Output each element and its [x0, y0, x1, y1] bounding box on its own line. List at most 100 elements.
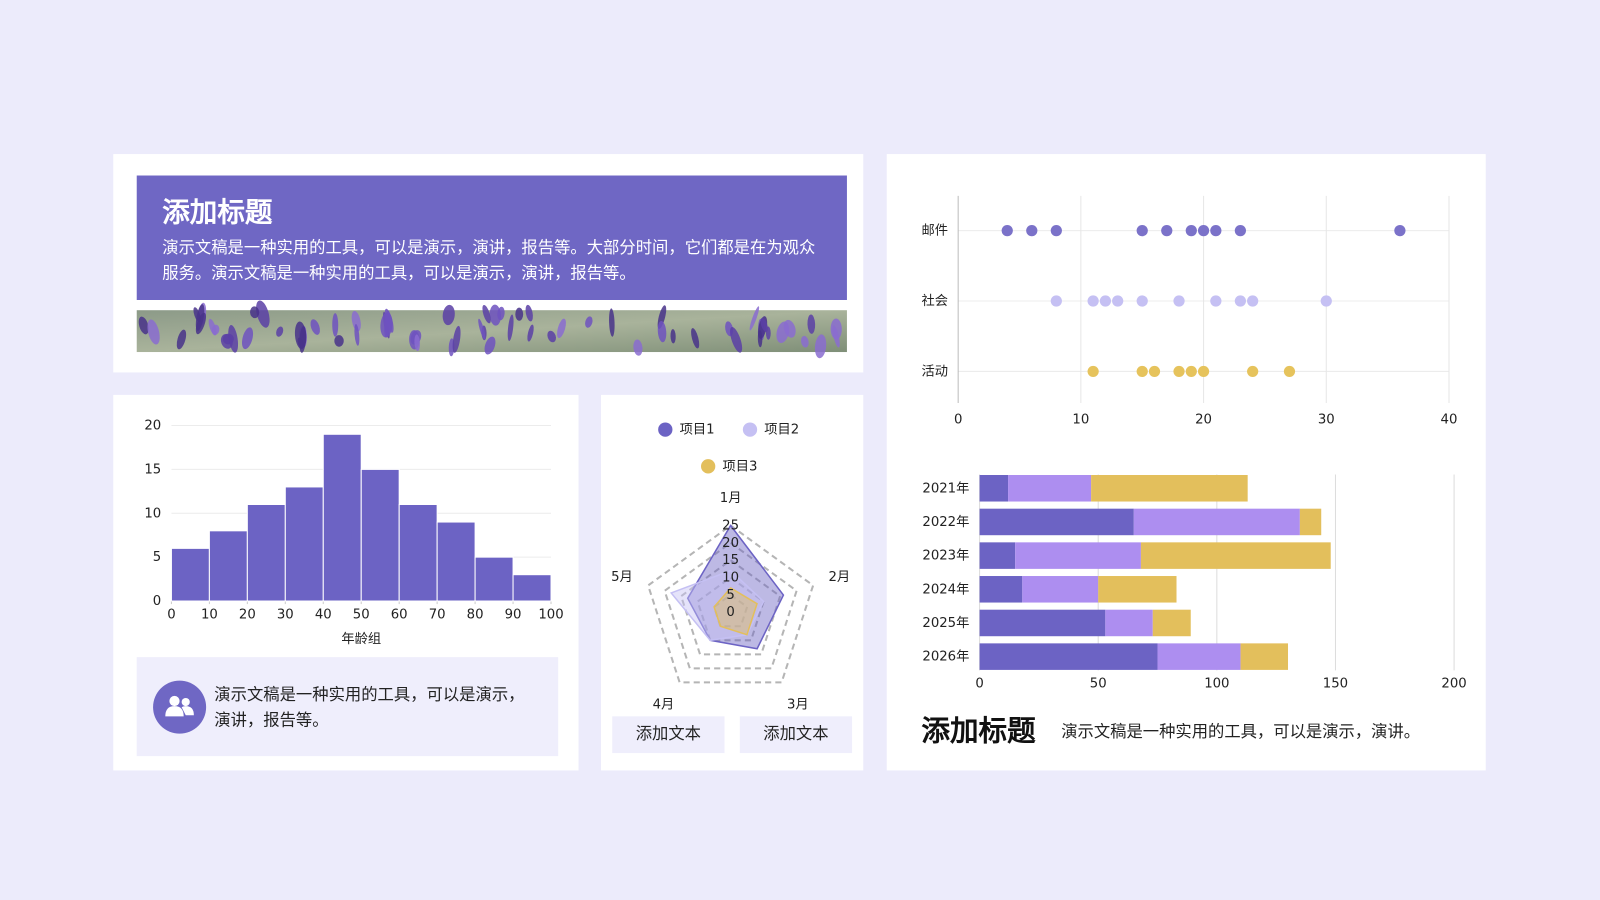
y-tick-label: 5 [153, 550, 161, 565]
dot [1087, 365, 1099, 378]
photo [136, 300, 847, 359]
bar-segment [1105, 609, 1153, 637]
r-tick-label: 0 [726, 605, 734, 620]
category-label: 2月 [828, 570, 850, 585]
radar-area [713, 586, 758, 636]
r-tick-label: 5 [726, 588, 734, 603]
bar-segment [979, 643, 1158, 670]
dot [1050, 225, 1062, 237]
category-label: 1月 [720, 491, 742, 506]
x-tick-label: 30 [277, 607, 294, 622]
bar-segment [979, 576, 1023, 603]
info-text: 演示文稿是一种实用的工具，可以是演示，演讲，报告等。 [214, 684, 525, 730]
bar-segment [1299, 508, 1322, 536]
photo-flower [176, 329, 187, 350]
x-tick-label: 50 [353, 607, 370, 622]
photo-flower [807, 314, 816, 334]
dot [1136, 295, 1148, 307]
dot [1173, 365, 1185, 378]
legend-marker [701, 459, 716, 474]
x-tick-label: 10 [1072, 412, 1089, 427]
photo-flower [814, 334, 827, 359]
photo-flower [525, 304, 533, 322]
photo-flower [691, 328, 700, 349]
photo-flower [489, 304, 501, 326]
photo-flower [478, 318, 486, 340]
button-label[interactable]: 添加文本 [763, 724, 828, 743]
legend-marker [742, 422, 758, 437]
bar-segment [979, 475, 1009, 502]
x-tick-label: 40 [1441, 412, 1458, 427]
y-tick-label: 20 [144, 419, 161, 434]
y-tick-label: 10 [144, 506, 161, 521]
photo-flower [832, 325, 840, 348]
category-label: 4月 [653, 698, 675, 713]
dot [1087, 295, 1099, 307]
photo-flower [547, 330, 556, 343]
x-axis-label: 年龄组 [341, 631, 381, 647]
bar [322, 433, 362, 602]
photo-flower [294, 321, 307, 350]
x-tick-label: 10 [201, 607, 218, 622]
y-category-label: 2025年 [922, 615, 969, 631]
dot [1394, 225, 1406, 237]
x-tick-label: 100 [1204, 677, 1229, 692]
dot [1112, 295, 1124, 307]
photo-flower [452, 325, 461, 353]
bar [360, 468, 400, 602]
bar-segment [979, 609, 1106, 637]
x-tick-label: 40 [315, 607, 332, 622]
x-tick-label: 80 [467, 607, 484, 622]
bar [170, 547, 210, 602]
photo-flower [138, 316, 149, 335]
x-tick-label: 90 [505, 607, 522, 622]
y-tick-label: 15 [144, 462, 161, 477]
photo-flower [609, 308, 615, 337]
r-tick-label: 10 [722, 571, 739, 586]
r-tick-label: 25 [722, 519, 739, 534]
legend-label: 项目2 [764, 423, 799, 438]
x-tick-label: 60 [391, 607, 408, 622]
bar [246, 503, 286, 602]
y-category-label: 2022年 [922, 514, 969, 530]
dot [1185, 365, 1197, 378]
y-tick-label: 0 [153, 594, 161, 609]
dot [1210, 295, 1222, 307]
photo-flower [557, 318, 566, 339]
dot [1234, 295, 1246, 307]
dot [1197, 365, 1210, 378]
photo-flower [800, 335, 809, 348]
button-label[interactable]: 添加文本 [636, 724, 701, 743]
dot [1234, 225, 1246, 237]
legend-label: 项目3 [722, 459, 757, 474]
bar [512, 574, 552, 602]
x-tick-label: 20 [1195, 412, 1212, 427]
photo-flower [760, 317, 768, 332]
bar [436, 521, 476, 602]
bar [284, 486, 324, 602]
photo-flower [507, 314, 514, 342]
photo-flower [250, 306, 260, 319]
x-tick-label: 100 [538, 607, 563, 622]
button[interactable] [739, 716, 853, 754]
bar-segment [1240, 643, 1289, 670]
dot [1320, 295, 1332, 307]
people-icon [165, 695, 194, 717]
card [601, 394, 864, 771]
bar-segment [1022, 576, 1099, 603]
photo-flower [256, 300, 270, 328]
dot [1026, 225, 1038, 237]
photo-flower [585, 316, 593, 328]
photo-flower [657, 320, 667, 343]
x-tick-label: 150 [1323, 677, 1348, 692]
photo-flower [351, 310, 361, 332]
button[interactable] [612, 716, 725, 754]
dot [1136, 365, 1148, 378]
y-category-label: 2024年 [922, 581, 969, 597]
photo-flower [757, 330, 763, 348]
footer-text: 演示文稿是一种实用的工具，可以是演示，演讲。 [1061, 722, 1420, 741]
photo-flower [276, 326, 284, 337]
header-text-box: 演示文稿是一种实用的工具，可以是演示，演讲，报告等。大部分时间，它们都是在为观众… [162, 238, 815, 283]
photo-flower [442, 304, 455, 326]
